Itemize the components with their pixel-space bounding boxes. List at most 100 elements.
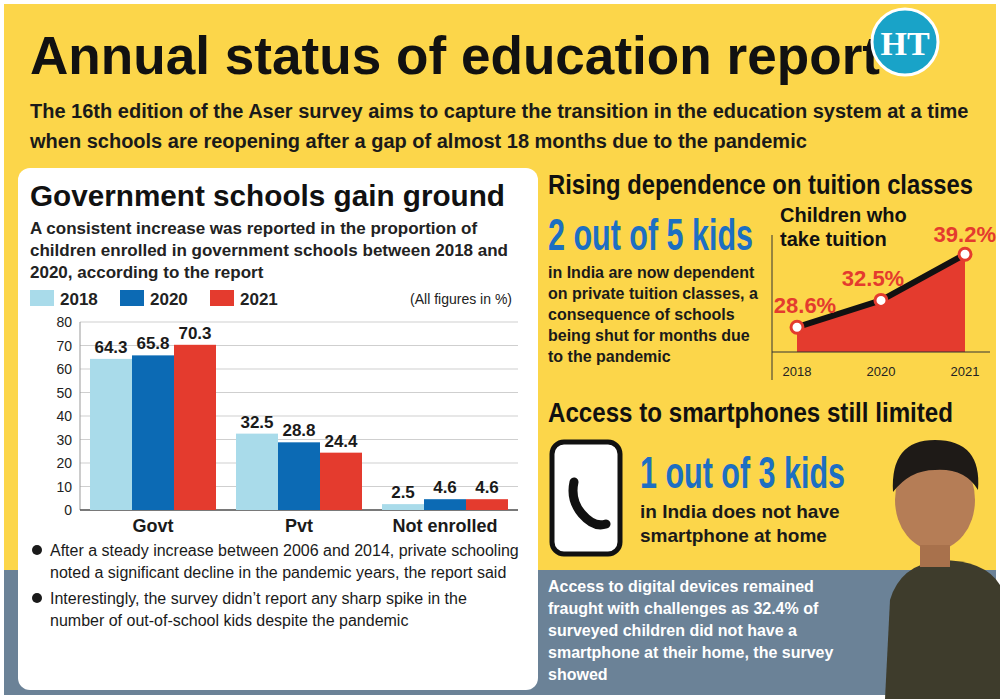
- legend-swatch: [120, 290, 144, 306]
- y-tick-label: 40: [56, 408, 72, 424]
- line-title-line: take tuition: [780, 228, 887, 250]
- person-neck: [920, 545, 950, 567]
- logo-text: HT: [880, 25, 929, 62]
- annotation: Interestingly, the survey didn’t report …: [50, 590, 467, 629]
- annotation-line: noted a significant decline in the pande…: [50, 564, 506, 581]
- grid-line: [80, 322, 518, 323]
- caption-line: fraught with challenges as 32.4% of: [548, 600, 819, 617]
- bar-subtitle: A consistent increase was reported in th…: [30, 219, 508, 282]
- stat-text-line: being shut for months due: [548, 327, 750, 344]
- bar-panel: [18, 168, 538, 690]
- x-tick-label: 2018: [783, 364, 812, 379]
- line-title-line: Children who: [780, 204, 907, 226]
- phone-body: [552, 442, 620, 554]
- data-label: 4.6: [433, 478, 457, 497]
- page: {"header": {"title": "Annual status of e…: [0, 0, 1000, 699]
- bar-subtitle-line: A consistent increase was reported in th…: [30, 219, 477, 238]
- x-tick-label: Pvt: [285, 516, 313, 536]
- caption-line: Access to digital devices remained: [548, 578, 814, 595]
- x-axis: [772, 352, 990, 353]
- bullet: [32, 545, 42, 555]
- stat-text: in India are now dependent on private tui…: [548, 264, 758, 365]
- y-tick-label: 30: [56, 432, 72, 448]
- x-tick-label: 2020: [867, 364, 896, 379]
- y-tick-label: 10: [56, 479, 72, 495]
- bar: [466, 499, 508, 510]
- caption-line: smartphone at their home, the survey: [548, 644, 834, 661]
- unit-note: (All figures in %): [410, 291, 512, 307]
- bar: [320, 453, 362, 510]
- line-title: Children whotake tuition: [780, 204, 907, 250]
- bar: [174, 345, 216, 510]
- stat: 2 out of 5 kids: [548, 210, 753, 259]
- stat-text: in India does not have smartphone at home: [640, 501, 840, 546]
- annotation: After a steady increase between 2006 and…: [50, 542, 519, 581]
- bar-title: Government schools gain ground: [30, 180, 505, 212]
- handset: [573, 482, 606, 525]
- bar: [236, 434, 278, 510]
- annotation-line: number of out-of-school kids despite the…: [50, 612, 408, 629]
- bar-subtitle-line: children enrolled in government schools …: [30, 241, 508, 260]
- stat-text-line: in India does not have: [640, 501, 840, 522]
- y-tick-label: 70: [56, 338, 72, 354]
- frame: [2, 2, 998, 697]
- x-tick-label: Govt: [132, 516, 173, 536]
- section-heading: Access to smartphones still limited: [548, 398, 953, 428]
- y-tick-label: 60: [56, 361, 72, 377]
- y-tick-label: 20: [56, 455, 72, 471]
- annotation-line: After a steady increase between 2006 and…: [50, 542, 519, 559]
- legend-label: 2018: [60, 290, 98, 309]
- stat-text-line: consequence of schools: [548, 306, 735, 323]
- data-label: 32.5: [240, 413, 273, 432]
- bar: [132, 355, 174, 510]
- marker: [791, 321, 803, 333]
- stat-text-line: to the pandemic: [548, 348, 671, 365]
- marker: [959, 248, 971, 260]
- y-axis: [80, 322, 81, 510]
- bar-chart: Government schools gain ground A consiste…: [18, 168, 538, 690]
- x-tick-label: 2021: [951, 364, 980, 379]
- data-label: 28.6%: [774, 293, 836, 318]
- data-label: 28.8: [282, 421, 315, 440]
- data-label: 64.3: [94, 338, 127, 357]
- legend-label: 2021: [240, 290, 278, 309]
- data-label: 32.5%: [842, 266, 904, 291]
- data-label: 2.5: [391, 483, 415, 502]
- stat-text-line: smartphone at home: [640, 525, 827, 546]
- caption-line: surveyed children did not have a: [548, 622, 797, 639]
- data-label: 39.2%: [934, 222, 996, 247]
- annotation-line: Interestingly, the survey didn’t report …: [50, 590, 467, 607]
- main-title: Annual status of education report: [30, 25, 880, 85]
- person-illustration: [885, 440, 1000, 699]
- stat-text-line: in India are now dependent: [548, 264, 755, 281]
- bar: [90, 359, 132, 510]
- bar: [424, 499, 466, 510]
- stat: 1 out of 3 kids: [640, 448, 845, 497]
- data-label: 24.4: [324, 432, 358, 451]
- logo-circle: [872, 9, 938, 75]
- data-label: 70.3: [178, 324, 211, 343]
- section-heading: Rising dependence on tuition classes: [548, 170, 973, 200]
- marker: [875, 294, 887, 306]
- infographic: Annual status of education report The 16t…: [0, 0, 1000, 699]
- y-axis: [772, 235, 773, 380]
- bar: [382, 504, 424, 510]
- data-label: 65.8: [136, 334, 169, 353]
- bar-subtitle-line: 2020, according to the report: [30, 263, 264, 282]
- legend-swatch: [210, 290, 234, 306]
- data-label: 4.6: [475, 478, 499, 497]
- phone-icon: [552, 442, 620, 554]
- y-tick-label: 0: [64, 502, 72, 518]
- y-tick-label: 80: [56, 314, 72, 330]
- person-body: [885, 560, 1000, 699]
- tuition-chart: Children whotake tuition 2018 2020 2021 28.6…: [772, 204, 996, 380]
- x-tick-label: Not enrolled: [392, 516, 497, 536]
- stat-text-line: on private tuition classes, a: [548, 285, 758, 302]
- legend-label: 2020: [150, 290, 188, 309]
- bullet: [32, 593, 42, 603]
- main-subtitle-line: The 16th edition of the Aser survey aims…: [30, 100, 968, 122]
- y-tick-label: 50: [56, 385, 72, 401]
- caption: Access to digital devices remained fraugh…: [548, 578, 834, 683]
- person-hair: [893, 440, 979, 492]
- bar: [278, 442, 320, 510]
